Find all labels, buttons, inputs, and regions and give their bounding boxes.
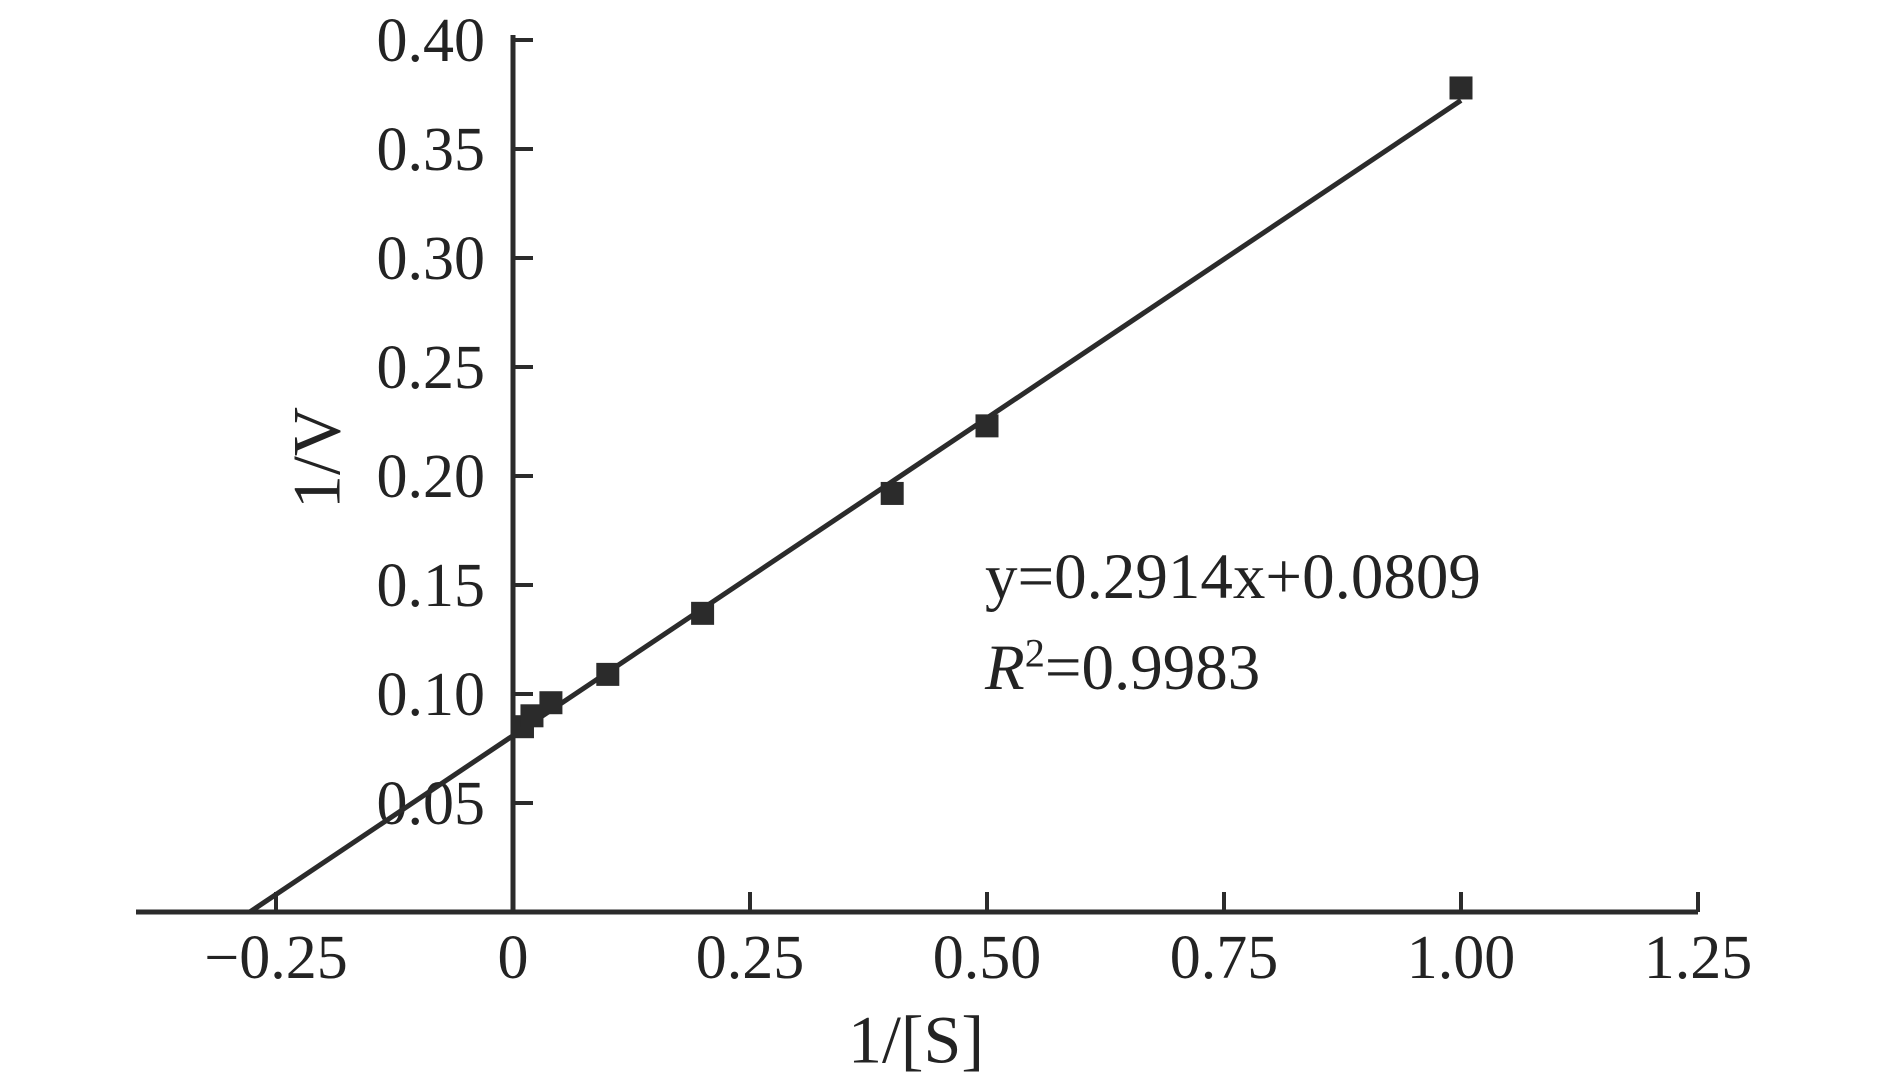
y-tick-label: 0.40 bbox=[377, 7, 486, 75]
x-tick-label: 0.75 bbox=[1170, 924, 1279, 992]
y-tick-label: 0.25 bbox=[377, 334, 486, 402]
r-squared-text: R2=0.9983 bbox=[985, 623, 1481, 714]
regression-line bbox=[248, 98, 1463, 915]
y-tick-label: 0.10 bbox=[377, 661, 486, 729]
x-tick-label: 0.25 bbox=[696, 924, 805, 992]
y-tick-label: 0.15 bbox=[377, 552, 486, 620]
data-point-marker bbox=[520, 704, 544, 728]
r-squared-value: =0.9983 bbox=[1044, 632, 1261, 704]
data-point-marker bbox=[1449, 76, 1473, 100]
x-axis-title: 1/[S] bbox=[848, 1001, 984, 1078]
data-point-marker bbox=[596, 662, 620, 686]
y-tick-label: 0.05 bbox=[377, 770, 486, 838]
y-tick-label: 0.20 bbox=[377, 443, 486, 511]
x-tick-label: −0.25 bbox=[204, 924, 347, 992]
y-axis-title: 1/V bbox=[278, 407, 355, 509]
data-point-marker bbox=[880, 481, 904, 505]
r-superscript: 2 bbox=[1024, 630, 1045, 676]
fit-annotation: y=0.2914x+0.0809 R2=0.9983 bbox=[985, 532, 1481, 714]
y-tick-label: 0.30 bbox=[377, 225, 486, 293]
fit-equation-text: y=0.2914x+0.0809 bbox=[985, 541, 1481, 613]
x-tick-label: 0 bbox=[498, 924, 529, 992]
data-point-marker bbox=[539, 691, 563, 715]
data-point-marker bbox=[975, 414, 999, 438]
x-tick-label: 1.00 bbox=[1407, 924, 1516, 992]
data-point-marker bbox=[691, 601, 715, 625]
x-tick-label: 0.50 bbox=[933, 924, 1042, 992]
y-tick-label: 0.35 bbox=[377, 116, 486, 184]
x-tick-label: 1.25 bbox=[1644, 924, 1753, 992]
r-symbol: R bbox=[985, 632, 1025, 704]
